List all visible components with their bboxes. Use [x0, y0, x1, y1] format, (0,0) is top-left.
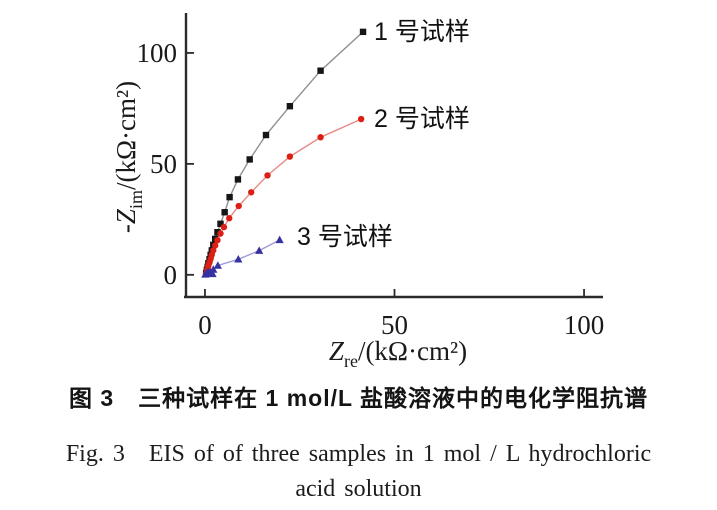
square-marker	[246, 156, 253, 163]
square-marker	[234, 176, 242, 183]
x-axis-label: Zre/(kΩ·cm²)	[329, 336, 467, 371]
circle-marker	[317, 134, 324, 141]
eis-nyquist-chart: 0 50 100 0 50 100 Zre/(kΩ·cm²) -Zim/(kΩ·cm²) 1 号…	[111, 13, 605, 371]
triangle-marker	[275, 235, 284, 244]
triangle-marker	[209, 265, 218, 273]
y-tick-label: 50	[150, 149, 177, 179]
circle-marker	[214, 237, 221, 244]
square-marker	[214, 229, 221, 236]
figure-caption-english-line2: acid solution	[295, 476, 422, 502]
circle-marker	[210, 247, 217, 254]
x-tick-label: 100	[564, 310, 605, 340]
series-1-legend-label: 1 号试样	[374, 18, 470, 46]
x-tick-label: 50	[381, 310, 408, 340]
series-2-legend-label: 2 号试样	[374, 105, 470, 133]
circle-marker	[264, 172, 271, 179]
series-3-markers	[201, 235, 284, 278]
circle-marker	[211, 242, 219, 249]
circle-marker	[286, 153, 294, 160]
square-marker	[317, 67, 324, 74]
y-axis-label: -Zim/(kΩ·cm²)	[111, 81, 146, 233]
square-marker	[359, 28, 367, 36]
y-tick-label: 0	[164, 260, 178, 290]
triangle-marker	[255, 246, 264, 254]
circle-marker	[357, 115, 365, 123]
square-marker	[262, 131, 270, 139]
circle-marker	[220, 223, 228, 231]
triangle-marker	[234, 254, 243, 263]
square-marker	[217, 220, 224, 227]
triangle-marker	[213, 261, 222, 269]
figure-caption-chinese: 图 3 三种试样在 1 mol/L 盐酸溶液中的电化学阻抗谱	[68, 385, 649, 411]
circle-marker	[226, 215, 233, 222]
figure-caption-english-line1: Fig. 3 EIS of of three samples in 1 mol …	[65, 441, 652, 467]
circle-marker	[235, 202, 242, 210]
square-marker	[221, 209, 228, 216]
circle-marker	[217, 230, 224, 237]
y-tick-label: 100	[137, 38, 178, 68]
series-3-legend-label: 3 号试样	[297, 223, 393, 251]
square-marker	[286, 102, 294, 110]
circle-marker	[248, 189, 255, 196]
triangle-marker	[208, 269, 217, 278]
eis-figure: 0 50 100 0 50 100 Zre/(kΩ·cm²) -Zim/(kΩ·cm²) 1 号…	[111, 13, 605, 371]
square-marker	[226, 193, 233, 201]
x-tick-label: 0	[198, 310, 212, 340]
